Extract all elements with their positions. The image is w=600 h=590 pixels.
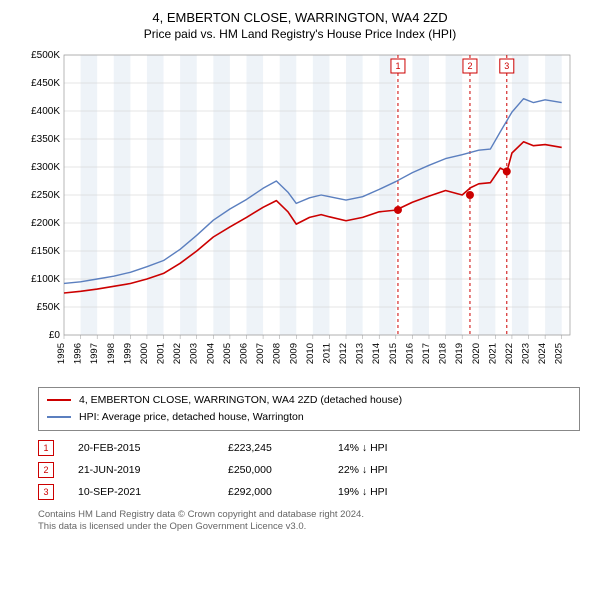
legend: 4, EMBERTON CLOSE, WARRINGTON, WA4 2ZD (…: [38, 387, 580, 431]
svg-text:3: 3: [504, 61, 509, 71]
legend-row: HPI: Average price, detached house, Warr…: [47, 409, 571, 426]
svg-text:2012: 2012: [338, 343, 349, 364]
svg-text:2008: 2008: [272, 343, 283, 364]
svg-text:2: 2: [467, 61, 472, 71]
svg-text:£50K: £50K: [37, 302, 61, 313]
legend-label: 4, EMBERTON CLOSE, WARRINGTON, WA4 2ZD (…: [79, 392, 402, 409]
svg-text:£500K: £500K: [31, 50, 60, 61]
svg-text:2002: 2002: [172, 343, 183, 364]
svg-text:2014: 2014: [371, 343, 382, 364]
sale-diff: 14% ↓ HPI: [338, 442, 458, 454]
svg-text:£0: £0: [49, 330, 61, 341]
legend-swatch: [47, 399, 71, 401]
svg-text:£450K: £450K: [31, 78, 60, 89]
svg-text:£350K: £350K: [31, 134, 60, 145]
sale-price: £292,000: [228, 486, 338, 498]
svg-text:1997: 1997: [89, 343, 100, 364]
svg-text:2016: 2016: [404, 343, 415, 364]
sale-badge: 1: [38, 440, 54, 456]
svg-text:1998: 1998: [106, 343, 117, 364]
svg-text:2007: 2007: [255, 343, 266, 364]
footnote: Contains HM Land Registry data © Crown c…: [38, 509, 580, 534]
svg-text:2006: 2006: [238, 343, 249, 364]
sale-badge: 3: [38, 484, 54, 500]
svg-text:2009: 2009: [288, 343, 299, 364]
svg-text:2000: 2000: [139, 343, 150, 364]
svg-text:£150K: £150K: [31, 246, 60, 257]
page-title: 4, EMBERTON CLOSE, WARRINGTON, WA4 2ZD: [0, 10, 600, 25]
footnote-line: Contains HM Land Registry data © Crown c…: [38, 509, 580, 521]
legend-label: HPI: Average price, detached house, Warr…: [79, 409, 304, 426]
sale-row: 1 20-FEB-2015£223,24514% ↓ HPI: [38, 437, 580, 459]
sale-row: 3 10-SEP-2021£292,00019% ↓ HPI: [38, 481, 580, 503]
svg-text:2024: 2024: [537, 343, 548, 364]
price-chart: £0 £50K £100K £150K £200K £250K £300K £350K £400…: [20, 49, 580, 379]
chart-svg: £0 £50K £100K £150K £200K £250K £300K £350K £400…: [20, 49, 580, 379]
sale-row: 2 21-JUN-2019£250,00022% ↓ HPI: [38, 459, 580, 481]
svg-text:2015: 2015: [388, 343, 399, 364]
svg-text:2004: 2004: [205, 343, 216, 364]
svg-text:2025: 2025: [554, 343, 565, 364]
footnote-line: This data is licensed under the Open Gov…: [38, 521, 580, 533]
page-subtitle: Price paid vs. HM Land Registry's House …: [0, 27, 600, 41]
sale-price: £250,000: [228, 464, 338, 476]
svg-text:2021: 2021: [487, 343, 498, 364]
svg-text:1: 1: [395, 61, 400, 71]
svg-text:2022: 2022: [504, 343, 515, 364]
svg-text:2019: 2019: [454, 343, 465, 364]
svg-text:2010: 2010: [305, 343, 316, 364]
sale-badge: 2: [38, 462, 54, 478]
svg-text:2003: 2003: [189, 343, 200, 364]
sale-date: 20-FEB-2015: [78, 442, 228, 454]
legend-row: 4, EMBERTON CLOSE, WARRINGTON, WA4 2ZD (…: [47, 392, 571, 409]
svg-text:£200K: £200K: [31, 218, 60, 229]
sale-diff: 22% ↓ HPI: [338, 464, 458, 476]
svg-text:£100K: £100K: [31, 274, 60, 285]
sale-date: 21-JUN-2019: [78, 464, 228, 476]
svg-text:2020: 2020: [471, 343, 482, 364]
sale-date: 10-SEP-2021: [78, 486, 228, 498]
svg-text:£250K: £250K: [31, 190, 60, 201]
sale-diff: 19% ↓ HPI: [338, 486, 458, 498]
svg-text:£400K: £400K: [31, 106, 60, 117]
legend-swatch: [47, 416, 71, 418]
svg-text:£300K: £300K: [31, 162, 60, 173]
svg-text:2011: 2011: [321, 343, 332, 363]
svg-text:1996: 1996: [73, 343, 84, 364]
svg-text:2018: 2018: [438, 343, 449, 364]
svg-text:2017: 2017: [421, 343, 432, 364]
svg-text:1999: 1999: [122, 343, 133, 364]
svg-text:1995: 1995: [56, 343, 67, 364]
sales-table: 1 20-FEB-2015£223,24514% ↓ HPI 2 21-JUN-201…: [38, 437, 580, 503]
sale-price: £223,245: [228, 442, 338, 454]
svg-text:2005: 2005: [222, 343, 233, 364]
svg-text:2013: 2013: [355, 343, 366, 364]
svg-text:2001: 2001: [156, 343, 167, 364]
svg-text:2023: 2023: [521, 343, 532, 364]
